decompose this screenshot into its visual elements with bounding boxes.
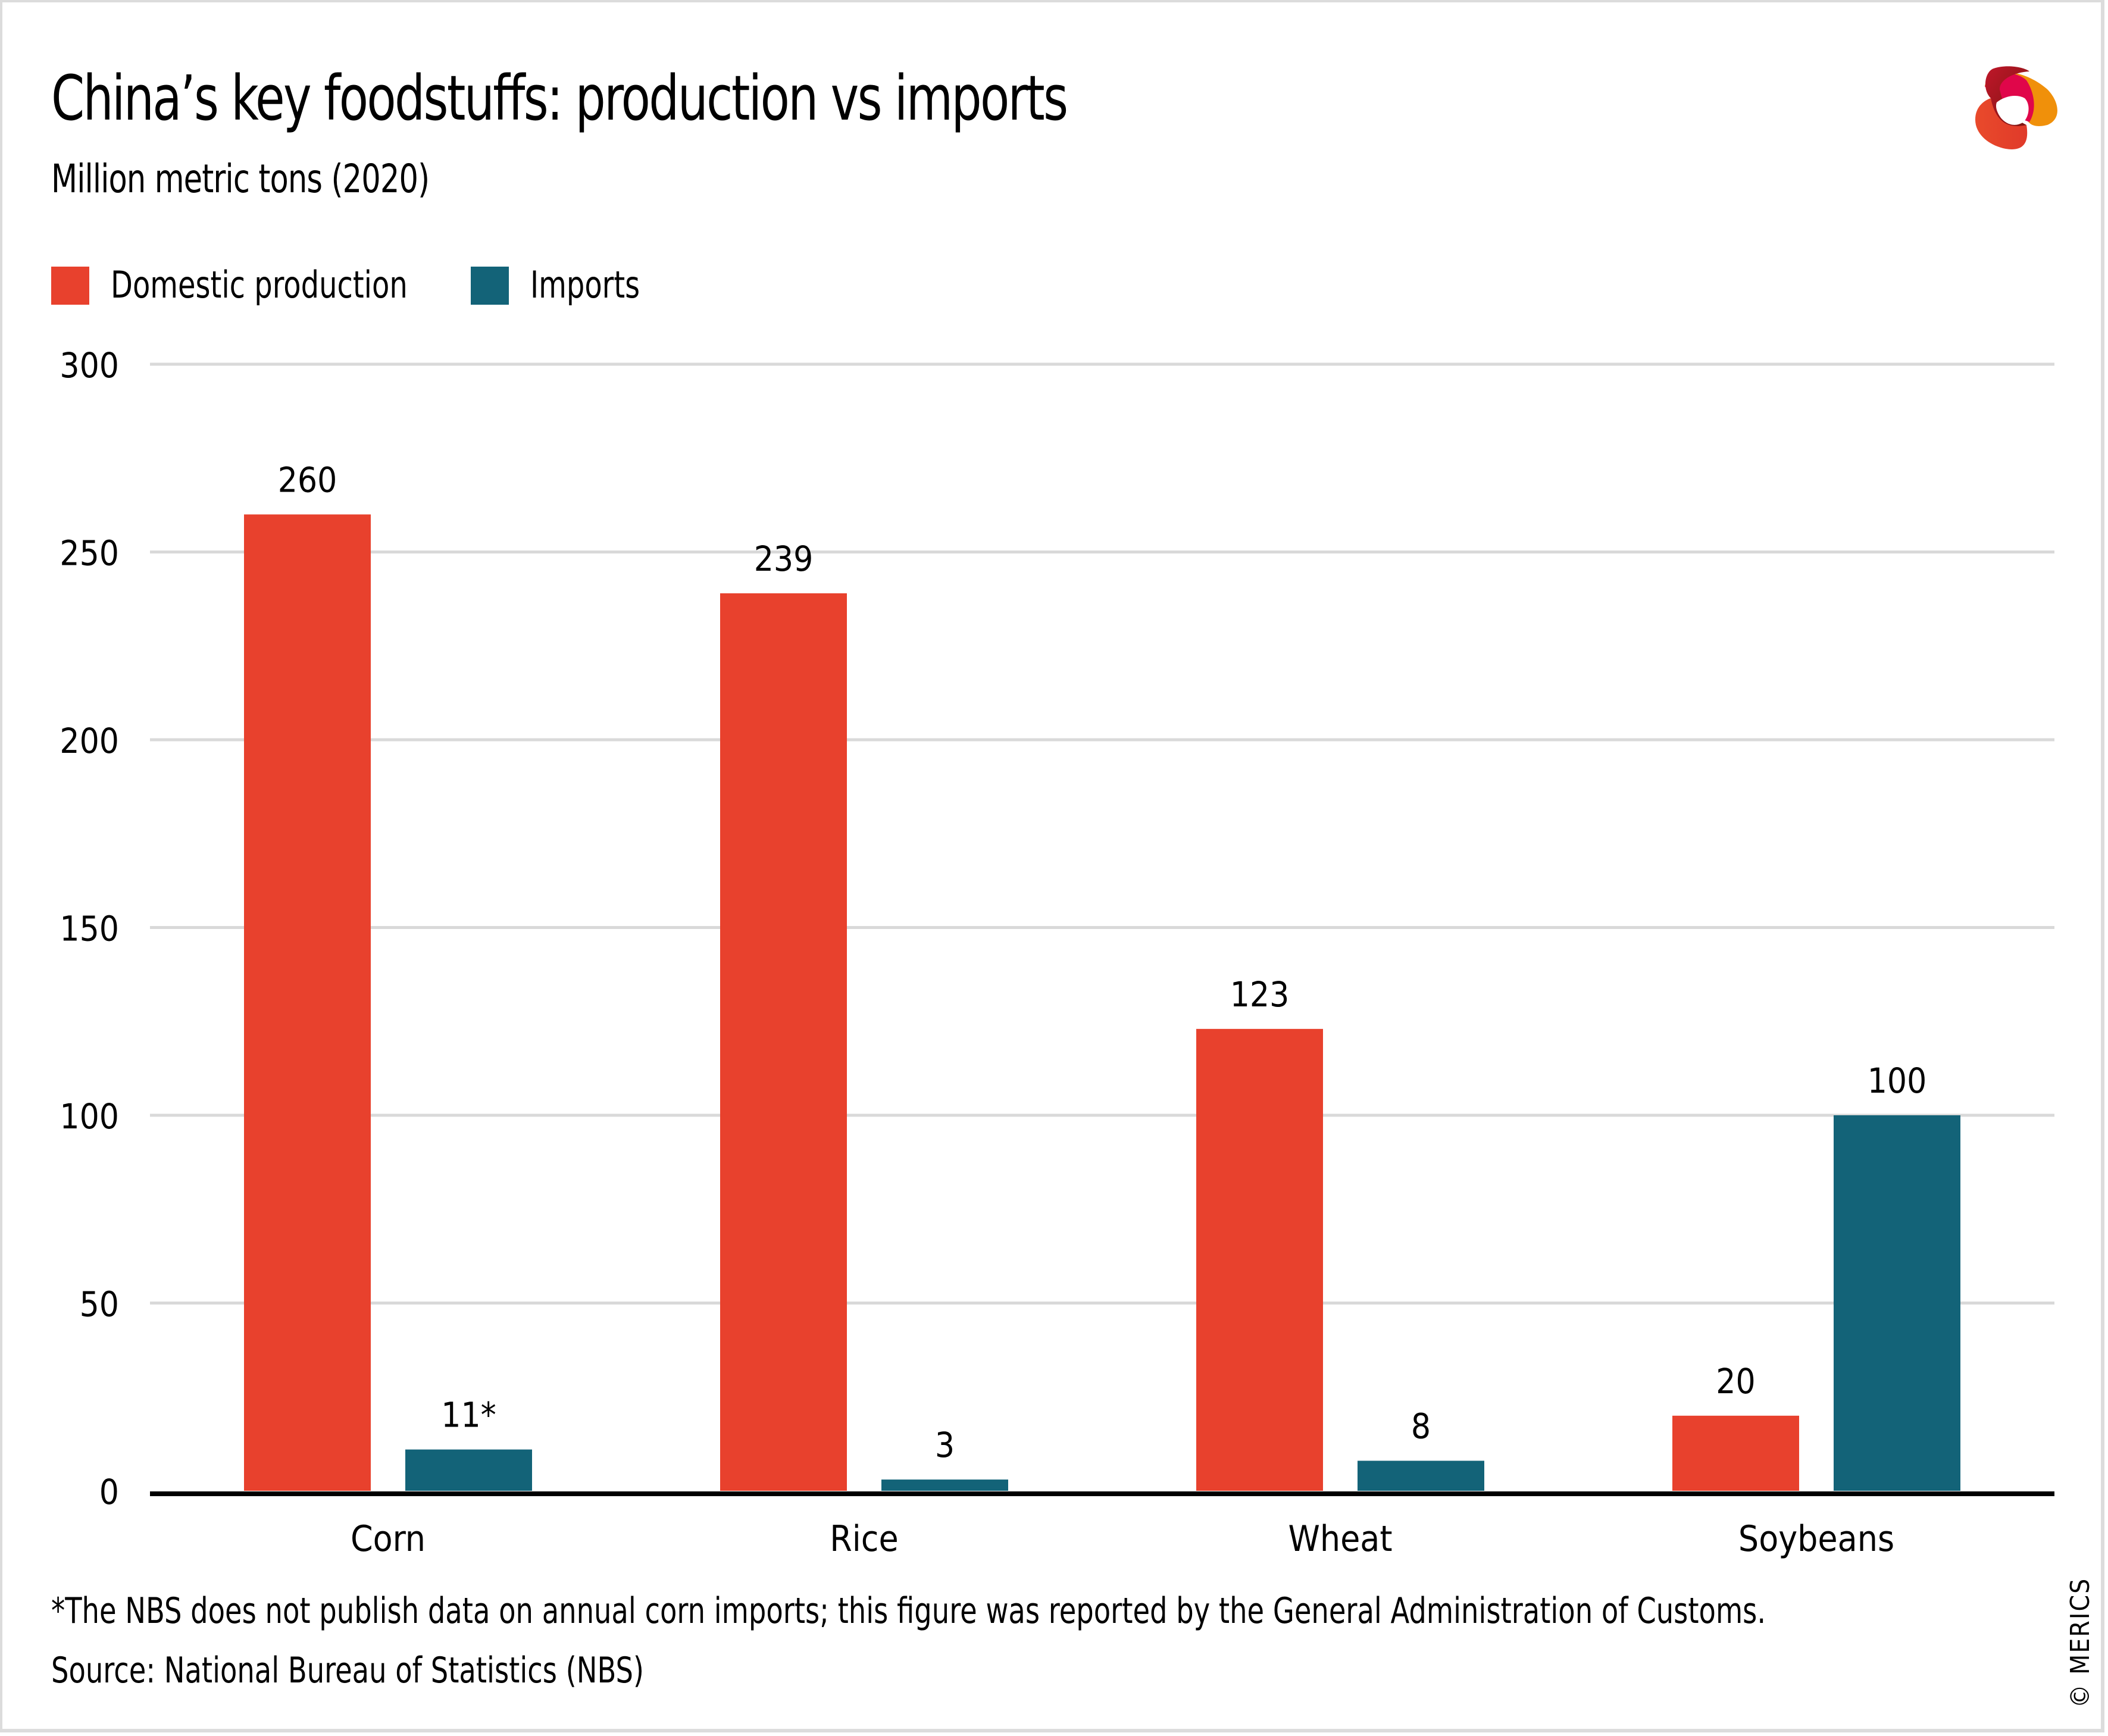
y-axis-ticks: 0 50 100 150 200 250 300 bbox=[60, 345, 119, 1512]
y-tick-label: 200 bbox=[60, 721, 119, 761]
bar-domestic-production-wheat bbox=[1196, 1028, 1323, 1491]
footnote: *The NBS does not publish data on annual… bbox=[51, 1590, 1766, 1632]
category-label-soybeans: Soybeans bbox=[1738, 1518, 1894, 1560]
y-tick-label: 250 bbox=[60, 533, 119, 574]
bar-value-label: 3 bbox=[935, 1425, 955, 1465]
legend-label-production: Domestic production bbox=[111, 263, 408, 306]
category-label-rice: Rice bbox=[830, 1518, 898, 1560]
bars bbox=[244, 514, 1960, 1491]
bar-imports-corn bbox=[405, 1449, 532, 1491]
y-tick-label: 0 bbox=[99, 1472, 119, 1512]
bar-value-label: 123 bbox=[1230, 974, 1290, 1015]
merics-logo-icon bbox=[1958, 54, 2065, 155]
y-tick-label: 300 bbox=[60, 345, 119, 386]
category-labels: Corn Rice Wheat Soybeans bbox=[351, 1518, 1894, 1560]
bar-domestic-production-rice bbox=[720, 593, 847, 1491]
bar-domestic-production-corn bbox=[244, 514, 371, 1491]
bar-imports-soybeans bbox=[1834, 1115, 1960, 1491]
bar-value-label: 11* bbox=[441, 1395, 496, 1435]
gridlines bbox=[150, 362, 2054, 1305]
bar-value-label: 8 bbox=[1411, 1406, 1431, 1447]
bar-value-label: 260 bbox=[278, 459, 337, 500]
category-label-corn: Corn bbox=[351, 1518, 426, 1560]
category-label-wheat: Wheat bbox=[1288, 1518, 1392, 1560]
y-tick-label: 100 bbox=[60, 1096, 119, 1137]
source-note: Source: National Bureau of Statistics (N… bbox=[51, 1650, 645, 1691]
bar-value-label: 20 bbox=[1716, 1361, 1755, 1402]
legend-label-imports: Imports bbox=[530, 263, 640, 306]
bar-domestic-production-soybeans bbox=[1672, 1415, 1799, 1491]
y-tick-label: 50 bbox=[80, 1284, 119, 1325]
bar-value-label: 100 bbox=[1868, 1061, 1927, 1101]
chart-subtitle: Million metric tons (2020) bbox=[51, 156, 430, 202]
bar-imports-rice bbox=[881, 1479, 1008, 1491]
bar-imports-wheat bbox=[1358, 1460, 1484, 1491]
legend-swatch-imports bbox=[471, 267, 509, 305]
copyright-label: © MERICS bbox=[2065, 1577, 2096, 1708]
legend-swatch-production bbox=[51, 267, 89, 305]
bar-labels: 260 11* 239 3 123 8 20 100 bbox=[278, 459, 1927, 1465]
chart-title: China’s key foodstuffs: production vs im… bbox=[51, 62, 1068, 134]
y-tick-label: 150 bbox=[60, 909, 119, 949]
bar-value-label: 239 bbox=[754, 539, 814, 579]
